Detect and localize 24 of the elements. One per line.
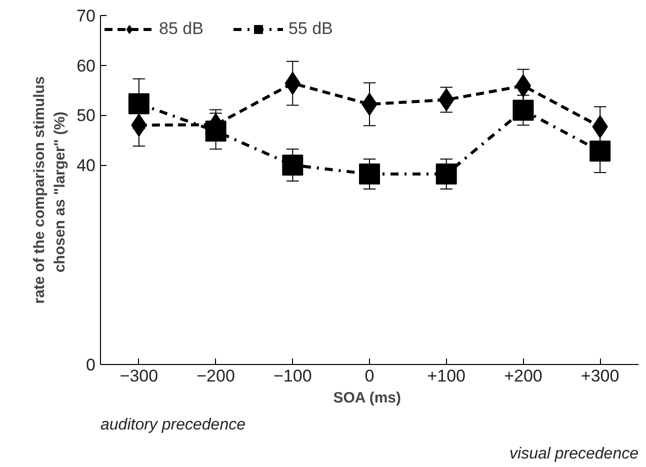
point xyxy=(512,100,534,121)
y-tick-label: 50 xyxy=(76,106,96,126)
point xyxy=(515,74,532,98)
legend-label: 85 dB xyxy=(159,19,204,39)
y-axis-title: rate of the comparison stimulus chosen as "larger" (%) xyxy=(31,76,69,304)
x-tick-label: −100 xyxy=(273,366,312,386)
x-tick-label: 0 xyxy=(364,366,374,386)
point xyxy=(128,93,150,114)
text: visual precedence xyxy=(510,446,639,462)
point xyxy=(590,140,611,162)
y-tick-label: 60 xyxy=(76,56,96,76)
y-tick-label: 70 xyxy=(76,6,96,26)
y-tick-label: 40 xyxy=(76,156,96,176)
x-tick-label: +300 xyxy=(580,366,620,386)
x-tick-label: +200 xyxy=(504,366,542,386)
x-tick-label: −300 xyxy=(120,366,158,386)
x-axis-title: SOA (ms) xyxy=(333,390,402,406)
text: auditory precedence xyxy=(100,416,246,434)
point xyxy=(436,164,457,185)
x-tick-label: +100 xyxy=(427,366,466,386)
x-tick-label: −200 xyxy=(196,366,235,386)
point xyxy=(282,154,304,176)
point xyxy=(359,164,380,185)
legend-label: 55 dB xyxy=(288,19,333,39)
